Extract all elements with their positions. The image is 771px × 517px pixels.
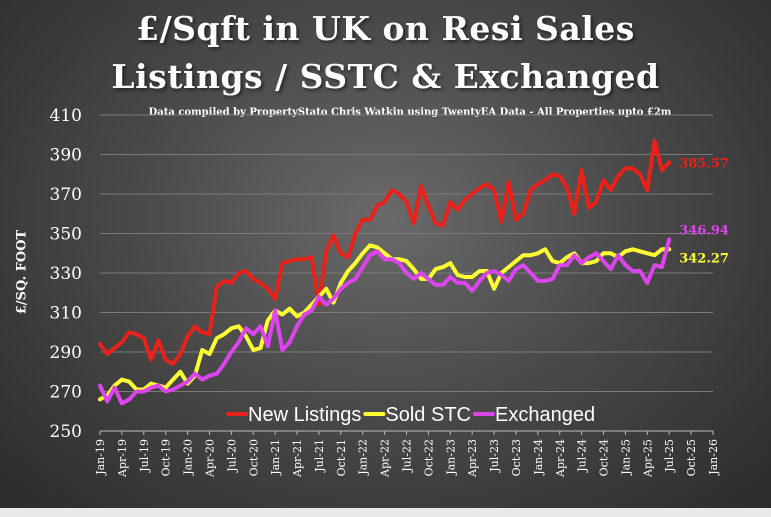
y-tick-label: 350 — [50, 225, 82, 245]
bottom-strip — [0, 508, 771, 517]
series-line-sold-stc — [98, 243, 672, 402]
chart-title-line-1: £/Sqft in UK on Resi Sales — [136, 9, 635, 48]
y-tick-label: 370 — [50, 185, 82, 205]
x-tick-label: Jan-23 — [444, 439, 457, 476]
y-tick-label: 290 — [50, 343, 82, 363]
x-tick-label: Apr-20 — [203, 439, 216, 478]
x-tick-label: Jul-19 — [138, 439, 151, 473]
x-tick-label: Jan-25 — [619, 439, 632, 476]
x-tick-label: Apr-24 — [554, 439, 567, 478]
chart-subtitle: Data compiled by PropertyStato Chris Wat… — [148, 107, 672, 118]
x-tick-label: Oct-24 — [598, 439, 611, 476]
x-axis-ticks: Jan-19 Apr-19 Jul-19 Oct-19 Jan-20 Apr-20 Jul-… — [94, 431, 720, 478]
y-tick-label: 270 — [50, 383, 82, 403]
series-lines — [98, 138, 672, 406]
x-tick-label: Jul-23 — [488, 439, 501, 473]
x-tick-label: Jan-24 — [532, 439, 545, 476]
x-tick-label: Jan-22 — [357, 439, 370, 476]
x-tick-label: Apr-23 — [466, 439, 479, 478]
x-tick-label: Oct-20 — [247, 439, 260, 476]
x-tick-label: Jul-21 — [313, 439, 326, 473]
y-tick-label: 330 — [50, 264, 82, 284]
y-axis-ticks: 250 270 290 310 330 350 370 390 410 — [50, 106, 82, 442]
x-tick-label: Jul-25 — [663, 439, 676, 473]
x-tick-label: Apr-19 — [116, 439, 129, 478]
y-tick-label: 250 — [50, 422, 82, 442]
series-line-exchanged — [98, 237, 672, 406]
legend: New Listings Sold STC Exchanged — [226, 404, 595, 426]
end-value-label: 385.57 — [679, 156, 729, 171]
x-tick-label: Oct-23 — [510, 439, 523, 476]
end-value-label: 346.94 — [679, 224, 729, 239]
chart-title-line-2: Listings / SSTC & Exchanged — [111, 57, 660, 96]
x-tick-label: Apr-21 — [291, 439, 304, 478]
end-value-label: 342.27 — [679, 251, 729, 266]
x-tick-label: Jan-21 — [269, 439, 282, 476]
x-tick-label: Apr-22 — [379, 439, 392, 478]
x-tick-label: Jul-20 — [225, 439, 238, 473]
x-tick-label: Jan-26 — [707, 439, 720, 476]
x-tick-label: Oct-19 — [160, 439, 173, 476]
x-tick-label: Jan-20 — [182, 439, 195, 476]
x-tick-label: Jul-24 — [576, 439, 589, 473]
series-line-new-listings — [98, 138, 672, 366]
series-end-labels: 385.57 342.27 346.94 — [679, 156, 729, 266]
y-tick-label: 410 — [50, 106, 82, 126]
x-tick-label: Oct-21 — [335, 439, 348, 476]
legend-label: New Listings — [248, 404, 361, 426]
legend-label: Exchanged — [495, 404, 595, 426]
x-tick-label: Oct-25 — [685, 439, 698, 476]
legend-label: Sold STC — [385, 404, 471, 426]
y-tick-label: 310 — [50, 304, 82, 324]
x-tick-label: Jul-22 — [401, 439, 414, 473]
x-tick-label: Jan-19 — [94, 439, 107, 476]
x-tick-label: Oct-22 — [422, 439, 435, 476]
x-tick-label: Apr-25 — [641, 439, 654, 478]
y-tick-label: 390 — [50, 146, 82, 166]
